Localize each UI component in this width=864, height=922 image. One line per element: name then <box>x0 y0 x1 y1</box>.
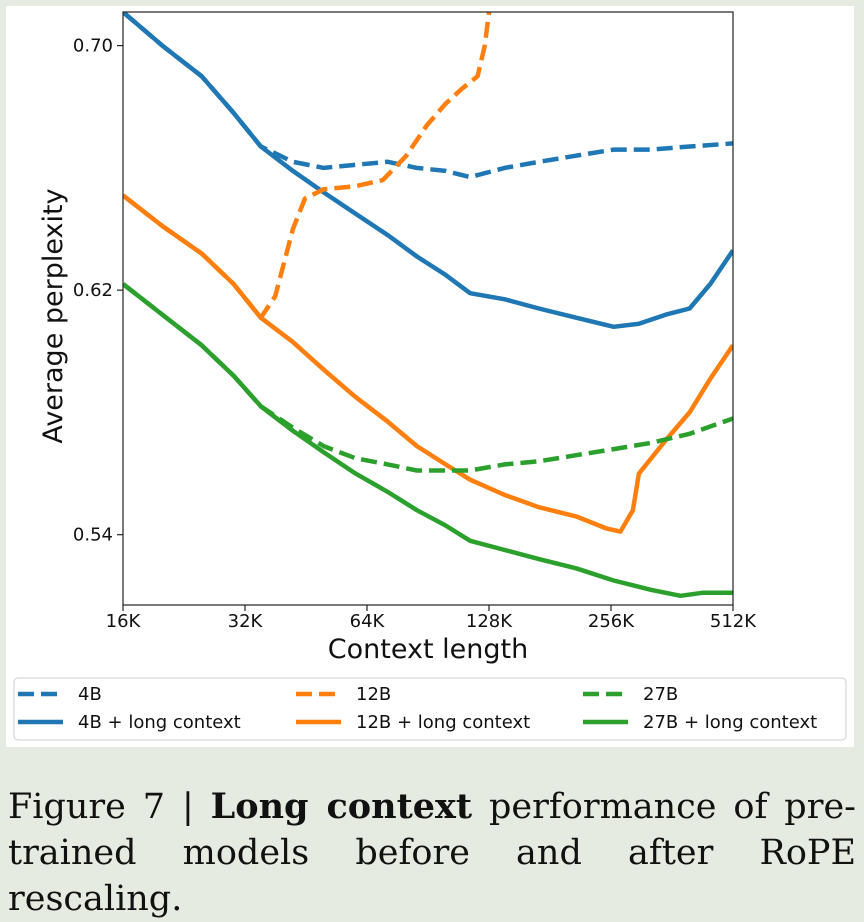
plot-frame <box>122 11 734 606</box>
legend-label-12b: 12B <box>356 684 391 705</box>
figure-panel: 16K 32K 64K 128K 256K 512K 0.54 0.62 0.70 Contex… <box>6 6 854 747</box>
legend-label-4b: 4B <box>78 684 102 705</box>
x-tick-label: 128K <box>466 611 513 632</box>
x-tick-label: 32K <box>228 611 264 632</box>
x-tick-label: 64K <box>350 611 386 632</box>
series-line-4b-long-context <box>123 12 733 330</box>
caption-prefix: Figure 7 | <box>8 787 211 827</box>
y-tick-label: 0.62 <box>73 280 113 301</box>
y-axis-label: Average perplexity <box>38 188 69 443</box>
x-tick-label: 256K <box>588 611 635 632</box>
x-tick-label: 16K <box>106 611 142 632</box>
legend-label-12b-long-context: 12B + long context <box>356 712 530 733</box>
series-line-4b <box>123 12 733 180</box>
legend-box <box>13 677 847 741</box>
y-tick-label: 0.70 <box>73 36 113 57</box>
figure-caption: Figure 7 | Long context performance of p… <box>8 784 856 922</box>
series-line-27b-long-context <box>123 282 733 599</box>
y-tick-label: 0.54 <box>73 525 113 546</box>
legend-label-27b: 27B <box>643 684 678 705</box>
x-tick-label: 512K <box>710 611 757 632</box>
line-chart: 16K 32K 64K 128K 256K 512K 0.54 0.62 0.70 Contex… <box>13 11 847 741</box>
legend-label-27b-long-context: 27B + long context <box>643 712 817 733</box>
series-line-12b-long-context <box>123 193 733 534</box>
caption-rest: performance of pre-trained models before… <box>8 787 856 919</box>
series-line-12b <box>123 12 492 320</box>
caption-bold-text: Long context <box>210 786 473 827</box>
series-line-27b <box>123 282 733 473</box>
x-axis-label: Context length <box>328 634 528 665</box>
legend-label-4b-long-context: 4B + long context <box>78 712 241 733</box>
